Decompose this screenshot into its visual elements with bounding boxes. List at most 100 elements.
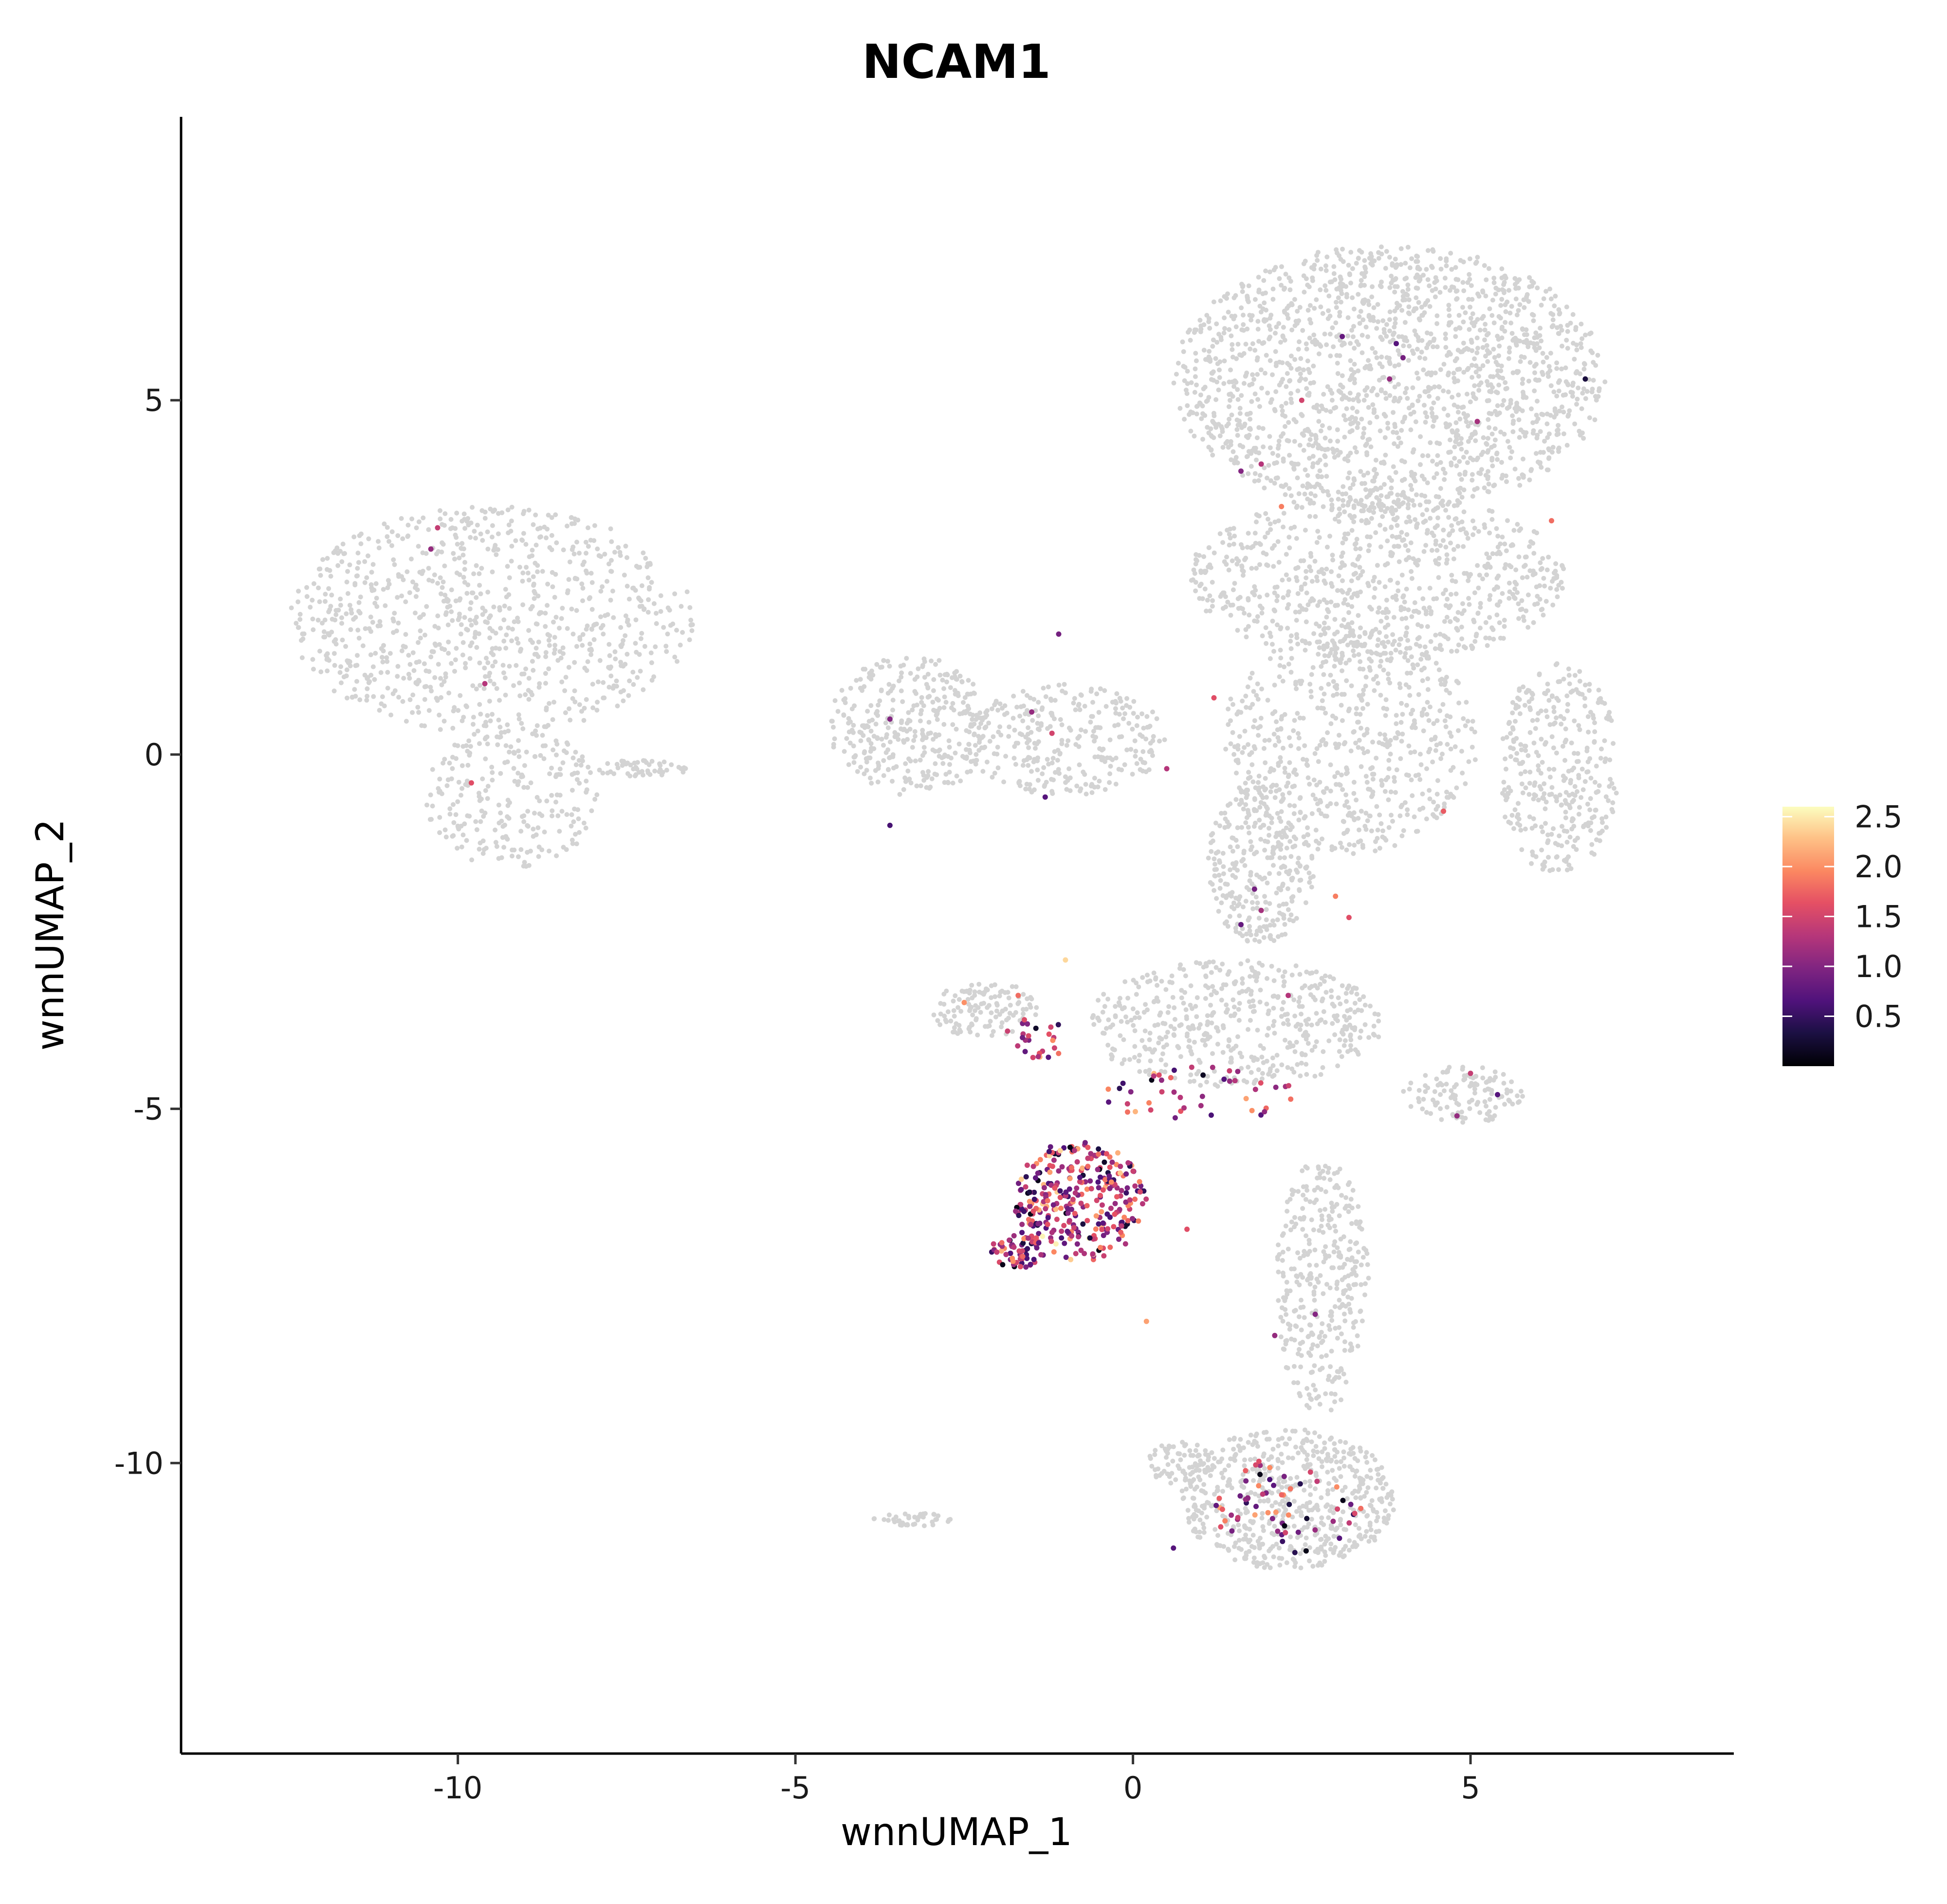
background-cell-point (1386, 766, 1392, 772)
background-cell-point (557, 626, 562, 631)
background-cell-point (1267, 521, 1273, 527)
background-cell-point (1368, 491, 1373, 496)
background-cell-point (1301, 273, 1306, 278)
background-cell-point (344, 579, 349, 585)
background-cell-point (1113, 756, 1119, 761)
background-cell-point (1294, 686, 1299, 691)
background-cell-point (611, 683, 617, 688)
background-cell-point (1341, 819, 1346, 824)
background-cell-point (1262, 738, 1267, 743)
background-cell-point (528, 780, 533, 785)
background-cell-point (577, 780, 582, 786)
background-cell-point (1371, 772, 1377, 777)
background-cell-point (1204, 609, 1209, 614)
background-cell-point (1528, 468, 1534, 473)
background-cell-point (1560, 564, 1565, 569)
background-cell-point (1275, 539, 1281, 544)
background-cell-point (966, 678, 971, 683)
background-cell-point (1134, 723, 1139, 728)
background-cell-point (1207, 326, 1212, 331)
background-cell-point (460, 553, 466, 558)
background-cell-point (510, 627, 515, 632)
background-cell-point (1503, 276, 1508, 280)
background-cell-point (509, 543, 514, 549)
background-cell-point (1411, 609, 1416, 614)
background-cell-point (1319, 664, 1324, 669)
background-cell-point (1228, 367, 1233, 372)
background-cell-point (831, 744, 836, 750)
background-cell-point (1409, 576, 1414, 581)
background-cell-point (1432, 418, 1437, 424)
background-cell-point (1487, 425, 1492, 430)
background-cell-point (366, 553, 370, 558)
background-cell-point (1450, 394, 1455, 400)
background-cell-point (1417, 393, 1422, 399)
background-cell-point (1412, 600, 1417, 605)
background-cell-point (482, 665, 487, 671)
background-cell-point (357, 697, 363, 702)
background-cell-point (475, 728, 480, 734)
background-cell-point (1384, 494, 1390, 499)
background-cell-point (1584, 389, 1590, 394)
background-cell-point (494, 686, 499, 691)
background-cell-point (464, 591, 470, 596)
background-cell-point (1413, 560, 1418, 566)
background-cell-point (553, 799, 558, 805)
background-cell-point (1500, 403, 1505, 408)
background-cell-point (598, 614, 603, 619)
background-cell-point (1282, 765, 1287, 771)
background-cell-point (620, 763, 625, 768)
background-cell-point (1273, 389, 1279, 394)
background-cell-point (539, 813, 545, 818)
background-cell-point (1007, 724, 1012, 730)
background-cell-point (1246, 471, 1251, 476)
background-cell-point (439, 695, 443, 700)
background-cell-point (1226, 404, 1231, 409)
background-cell-point (1339, 299, 1343, 305)
background-cell-point (1386, 758, 1392, 763)
background-cell-point (1313, 796, 1318, 802)
background-cell-point (1133, 754, 1138, 759)
background-cell-point (1329, 497, 1334, 502)
background-cell-point (1205, 425, 1210, 430)
background-cell-point (585, 659, 590, 665)
background-cell-point (1307, 303, 1313, 308)
background-cell-point (1262, 465, 1267, 470)
background-cell-point (1422, 652, 1427, 658)
background-cell-point (1281, 511, 1286, 516)
background-cell-point (362, 580, 367, 585)
background-cell-point (1216, 422, 1221, 427)
background-cell-point (1242, 422, 1248, 426)
background-cell-point (533, 560, 538, 566)
background-cell-point (921, 773, 926, 778)
background-cell-point (451, 708, 456, 714)
background-cell-point (1372, 688, 1377, 693)
background-cell-point (1393, 276, 1398, 281)
background-cell-point (1425, 528, 1430, 533)
background-cell-point (946, 738, 952, 743)
background-cell-point (622, 573, 627, 578)
background-cell-point (1356, 815, 1361, 821)
background-cell-point (1319, 474, 1324, 480)
background-cell-point (483, 735, 489, 740)
background-cell-point (1518, 607, 1523, 612)
background-cell-point (493, 840, 498, 845)
background-cell-point (1405, 658, 1411, 663)
background-cell-point (497, 735, 502, 740)
background-cell-point (1502, 431, 1507, 437)
background-cell-point (1385, 622, 1391, 628)
background-cell-point (550, 808, 555, 813)
background-cell-point (1472, 383, 1477, 388)
background-cell-point (1297, 443, 1303, 448)
background-cell-point (1531, 551, 1537, 556)
background-cell-point (1206, 545, 1212, 550)
background-cell-point (461, 574, 466, 580)
background-cell-point (861, 723, 866, 728)
background-cell-point (1407, 693, 1413, 698)
background-cell-point (1563, 379, 1569, 384)
background-cell-point (1442, 718, 1448, 723)
background-cell-point (1245, 297, 1250, 303)
background-cell-point (1329, 569, 1334, 574)
background-cell-point (1330, 325, 1335, 331)
background-cell-point (633, 617, 639, 623)
